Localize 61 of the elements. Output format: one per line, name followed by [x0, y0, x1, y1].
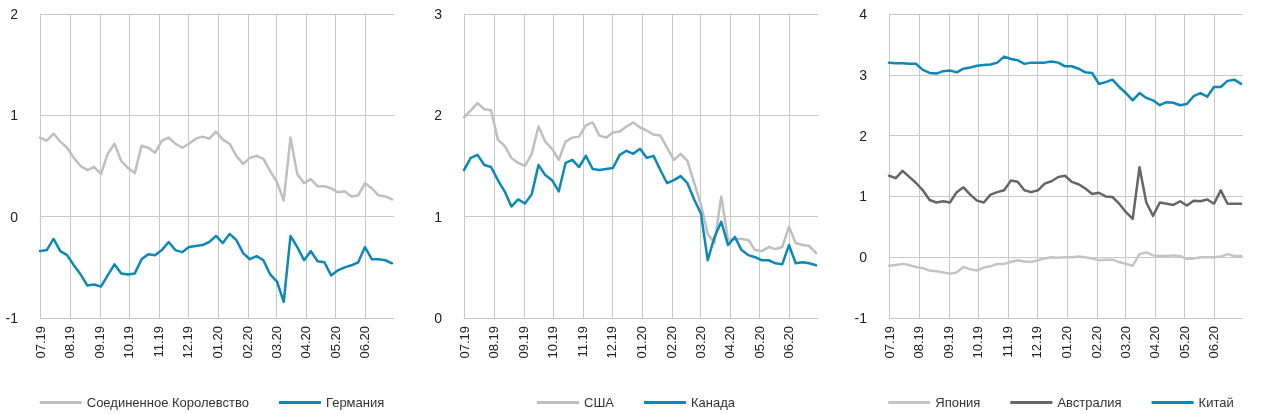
legend-label: Соединенное Королевство — [86, 395, 249, 410]
x-tick-label: 04.20 — [1147, 326, 1163, 359]
y-tick-label: 1 — [858, 188, 867, 205]
x-tick-label: 05.20 — [751, 326, 767, 359]
x-tick-label: 08.19 — [62, 326, 78, 359]
y-tick-label: 0 — [858, 249, 867, 266]
y-tick-label: 3 — [434, 6, 443, 22]
x-tick-label: 01.20 — [1059, 326, 1075, 359]
x-tick-label: 07.19 — [881, 326, 897, 359]
x-tick-label: 03.20 — [1117, 326, 1133, 359]
x-tick-label: 02.20 — [1089, 326, 1105, 359]
x-tick-label: 01.20 — [634, 326, 650, 359]
line-series — [463, 147, 818, 267]
x-tick-label: 07.19 — [32, 326, 48, 359]
x-tick-label: 10.19 — [121, 326, 137, 359]
x-tick-label: 02.20 — [664, 326, 680, 359]
x-tick-label: 01.20 — [210, 326, 226, 359]
x-tick-label: 12.19 — [604, 326, 620, 359]
line-series — [38, 232, 394, 304]
y-tick-label: -1 — [854, 310, 867, 326]
x-tick-label: 02.20 — [240, 326, 256, 359]
x-tick-label: 05.20 — [1176, 326, 1192, 359]
x-tick-label: 06.20 — [781, 326, 797, 359]
x-tick-label: 03.20 — [268, 326, 284, 359]
x-tick-label: 08.19 — [911, 326, 927, 359]
x-tick-label: 04.20 — [298, 326, 314, 359]
x-tick-label: 06.20 — [1206, 326, 1222, 359]
y-tick-label: 1 — [10, 107, 19, 124]
x-tick-label: 10.19 — [970, 326, 986, 359]
legend-label: Германия — [325, 395, 385, 410]
y-tick-label: 1 — [434, 208, 443, 225]
line-series — [887, 165, 1242, 221]
legend-label: Австралия — [1057, 395, 1122, 410]
x-tick-label: 09.19 — [516, 326, 532, 359]
x-tick-label: 09.19 — [941, 326, 957, 359]
legend-label: Китай — [1198, 395, 1234, 410]
y-tick-label: 2 — [434, 107, 443, 124]
legend-label: Канада — [691, 395, 737, 410]
y-tick-label: 2 — [858, 127, 867, 144]
x-tick-label: 11.19 — [575, 326, 591, 358]
y-tick-label: -1 — [5, 310, 19, 326]
y-tick-label: 0 — [10, 208, 19, 225]
y-tick-label: 4 — [858, 6, 867, 22]
x-tick-label: 05.20 — [327, 326, 343, 359]
x-tick-label: 06.20 — [357, 326, 373, 359]
x-tick-label: 09.19 — [92, 326, 108, 359]
y-tick-label: 2 — [10, 6, 19, 22]
x-tick-label: 12.19 — [1029, 326, 1045, 359]
x-tick-label: 07.19 — [456, 326, 472, 359]
x-tick-label: 11.19 — [1000, 326, 1016, 358]
x-tick-label: 04.20 — [722, 326, 738, 359]
line-series — [887, 55, 1242, 107]
x-tick-label: 10.19 — [545, 326, 561, 359]
legend-label: Япония — [934, 395, 981, 410]
legend-label: США — [584, 395, 615, 410]
x-tick-label: 03.20 — [692, 326, 708, 359]
x-tick-label: 11.19 — [151, 326, 167, 358]
x-tick-label: 08.19 — [486, 326, 502, 359]
y-tick-label: 0 — [434, 310, 443, 326]
x-tick-label: 12.19 — [180, 326, 196, 359]
y-tick-label: 3 — [858, 66, 867, 83]
